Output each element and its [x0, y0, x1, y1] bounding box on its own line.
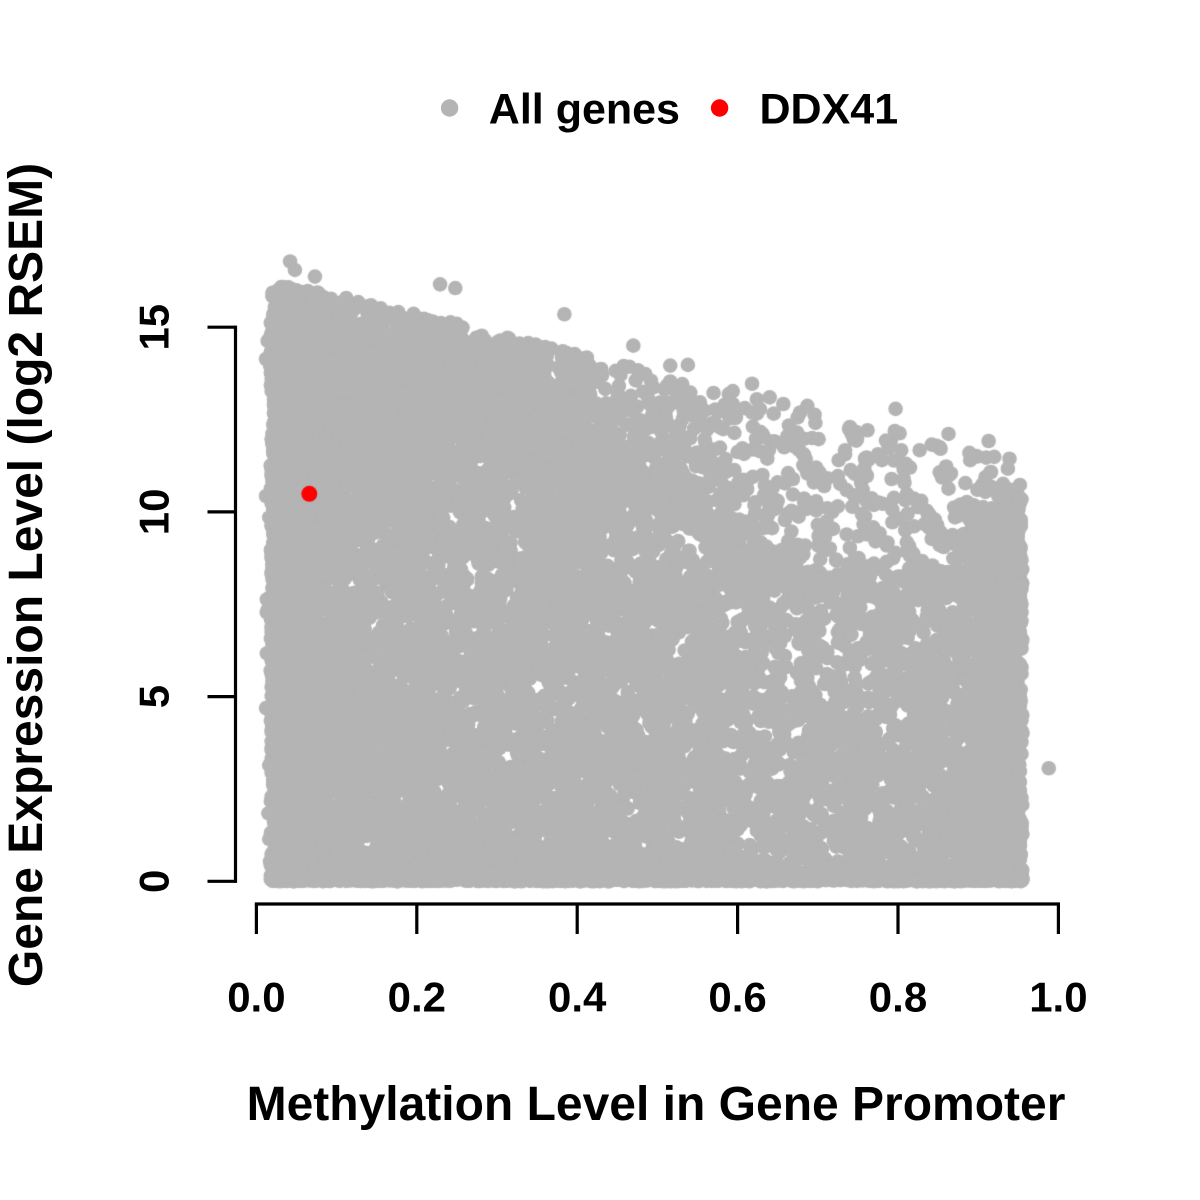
x-tick-label: 0.6: [708, 973, 766, 1020]
y-tick-label: 0: [131, 870, 178, 893]
y-tick-label: 15: [131, 304, 178, 351]
x-tick-label: 1.0: [1029, 973, 1087, 1020]
x-tick-label: 0.8: [869, 973, 927, 1020]
x-axis: 0.0 0.2 0.4 0.6 0.8 1.0: [227, 902, 1088, 1020]
legend-label-all-genes: All genes: [489, 86, 680, 134]
legend-label-ddx41: DDX41: [760, 86, 899, 134]
x-tick-label: 0.0: [227, 973, 285, 1020]
legend-swatch-ddx41: [710, 99, 729, 117]
y-axis-title: Gene Expression Level (log2 RSEM): [0, 163, 53, 987]
y-tick-label: 10: [131, 489, 178, 536]
x-axis-title: Methylation Level in Gene Promoter: [247, 1078, 1066, 1131]
x-tick-label: 0.2: [388, 973, 446, 1020]
y-axis: 0 5 10 15: [131, 304, 238, 893]
legend-swatch-all-genes: [440, 99, 459, 117]
x-tick-label: 0.4: [548, 973, 607, 1020]
y-tick-label: 5: [131, 685, 178, 708]
legend: All genes DDX41: [440, 86, 899, 134]
